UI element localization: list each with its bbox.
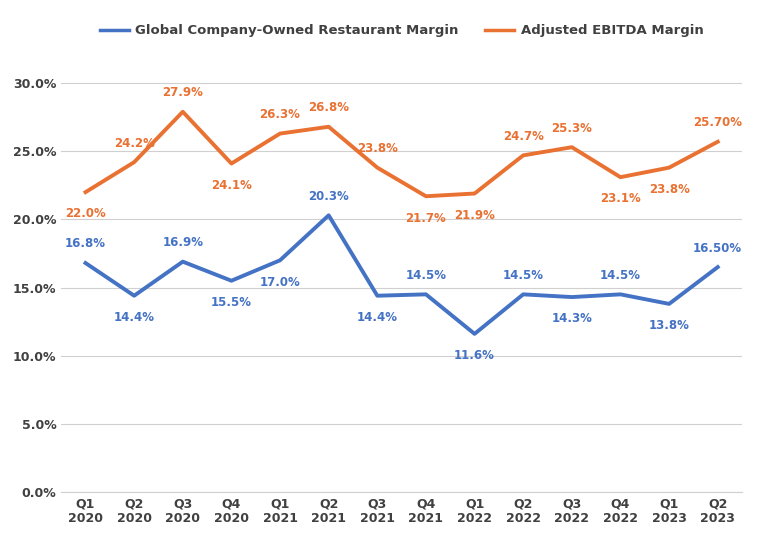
Text: 16.50%: 16.50% bbox=[693, 241, 742, 254]
Text: 22.0%: 22.0% bbox=[65, 207, 106, 220]
Text: 26.8%: 26.8% bbox=[308, 101, 349, 114]
Text: 26.3%: 26.3% bbox=[259, 108, 301, 121]
Text: 15.5%: 15.5% bbox=[211, 296, 252, 309]
Text: 21.9%: 21.9% bbox=[454, 209, 495, 222]
Text: 24.7%: 24.7% bbox=[503, 130, 544, 143]
Text: 23.8%: 23.8% bbox=[649, 183, 689, 196]
Text: 24.2%: 24.2% bbox=[114, 136, 155, 150]
Text: 11.6%: 11.6% bbox=[454, 349, 495, 362]
Text: 20.3%: 20.3% bbox=[308, 190, 349, 203]
Text: 27.9%: 27.9% bbox=[162, 86, 203, 99]
Text: 16.9%: 16.9% bbox=[162, 236, 203, 249]
Text: 24.1%: 24.1% bbox=[211, 179, 252, 192]
Text: 16.8%: 16.8% bbox=[65, 238, 106, 250]
Text: 25.70%: 25.70% bbox=[693, 116, 742, 129]
Text: 13.8%: 13.8% bbox=[649, 319, 689, 332]
Text: 14.4%: 14.4% bbox=[356, 311, 398, 324]
Text: 14.4%: 14.4% bbox=[114, 311, 155, 324]
Text: 14.5%: 14.5% bbox=[405, 269, 447, 282]
Text: 23.8%: 23.8% bbox=[356, 142, 398, 155]
Text: 23.1%: 23.1% bbox=[600, 192, 641, 206]
Text: 21.7%: 21.7% bbox=[405, 211, 446, 225]
Text: 14.3%: 14.3% bbox=[552, 312, 592, 325]
Text: 17.0%: 17.0% bbox=[259, 276, 301, 288]
Text: 25.3%: 25.3% bbox=[552, 122, 592, 135]
Text: 14.5%: 14.5% bbox=[600, 269, 641, 282]
Legend: Global Company-Owned Restaurant Margin, Adjusted EBITDA Margin: Global Company-Owned Restaurant Margin, … bbox=[94, 19, 709, 42]
Text: 14.5%: 14.5% bbox=[503, 269, 544, 282]
